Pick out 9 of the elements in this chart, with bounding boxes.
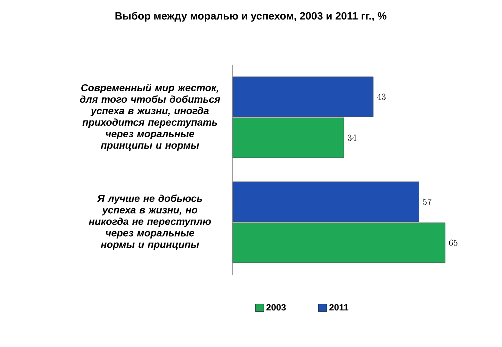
data-label: 57 bbox=[423, 198, 432, 206]
data-label: 65 bbox=[449, 240, 458, 246]
y-tick-label: Современный мир жесток, для того чтобы добиться успеха в жизни, иногда приходится переступать через моральные принципы и нормы bbox=[80, 84, 220, 152]
data-label: 43 bbox=[377, 94, 386, 100]
legend-label: 2011 bbox=[330, 304, 349, 311]
legend-label: 2003 bbox=[266, 304, 286, 311]
chart-title: Выбор между моралью и успехом, 2003 и 2011 гг., % bbox=[116, 12, 387, 22]
y-tick-label: Я лучше не добьюсь успеха в жизни, но никогда не переступлю через моральные нормы и принципы bbox=[89, 194, 212, 250]
data-label: 34 bbox=[348, 134, 357, 142]
